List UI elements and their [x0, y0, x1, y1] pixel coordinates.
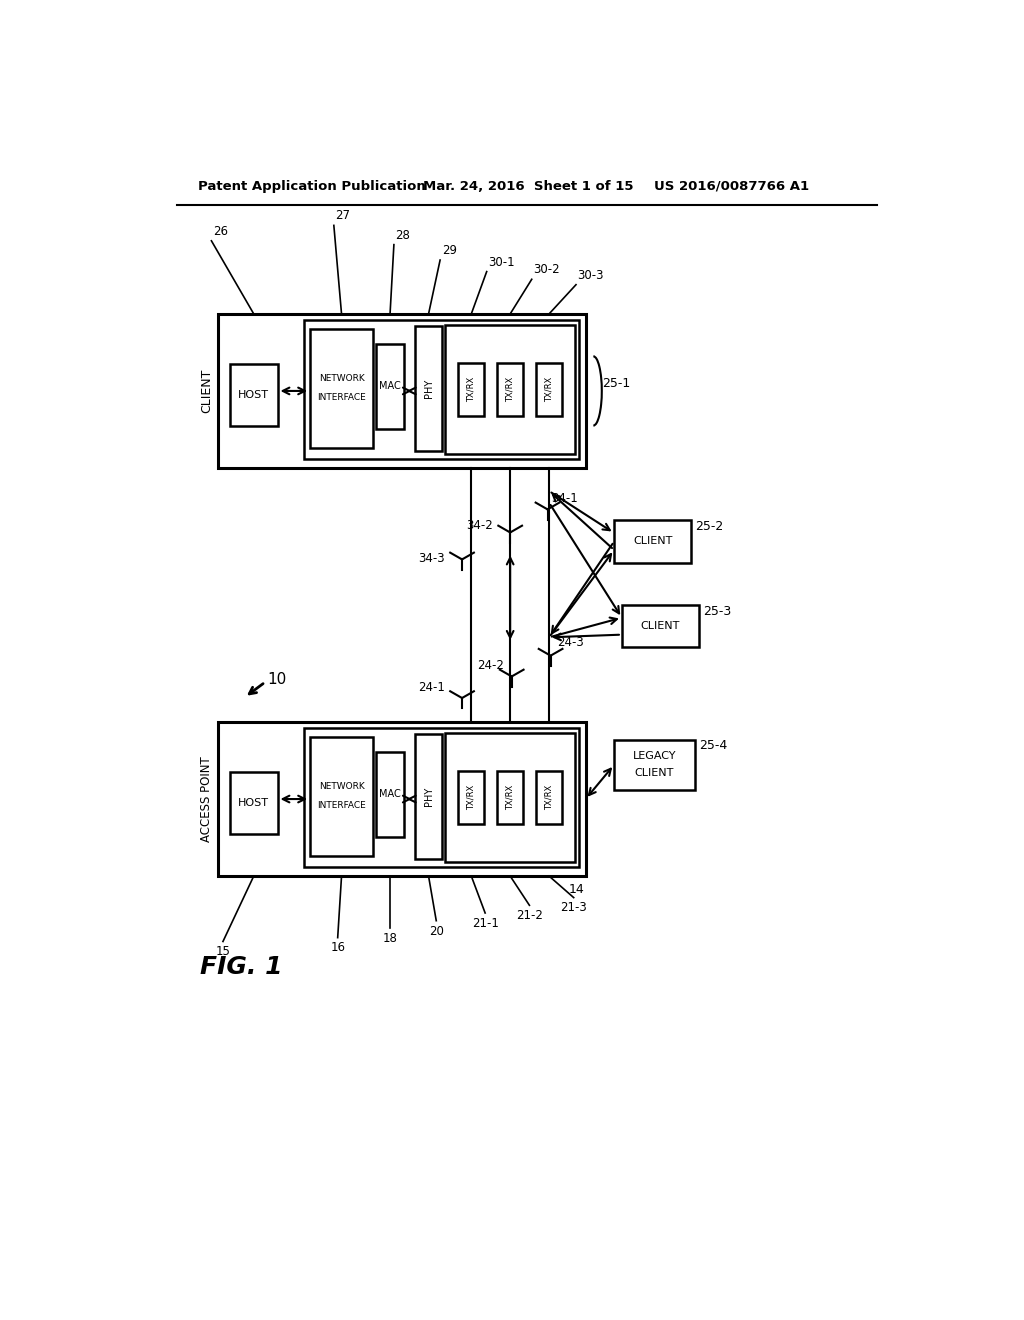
- Text: TX/RX: TX/RX: [467, 376, 476, 403]
- Bar: [536, 363, 562, 416]
- Text: 25-3: 25-3: [702, 605, 731, 618]
- Bar: [622, 605, 698, 647]
- Text: CLIENT: CLIENT: [641, 622, 680, 631]
- Text: 29: 29: [441, 244, 457, 257]
- Bar: [445, 325, 574, 454]
- Text: MAC: MAC: [379, 381, 401, 391]
- Text: 14: 14: [568, 883, 585, 896]
- Text: 26: 26: [213, 224, 228, 238]
- Text: 25-2: 25-2: [695, 520, 723, 533]
- Text: Mar. 24, 2016  Sheet 1 of 15: Mar. 24, 2016 Sheet 1 of 15: [423, 180, 634, 193]
- Text: INTERFACE: INTERFACE: [317, 801, 366, 810]
- Text: TX/RX: TX/RX: [545, 376, 554, 403]
- Bar: [376, 752, 403, 837]
- Text: TX/RX: TX/RX: [506, 785, 515, 810]
- Text: CLIENT: CLIENT: [635, 768, 674, 779]
- Bar: [415, 734, 442, 859]
- Bar: [536, 771, 562, 824]
- Bar: [614, 739, 695, 789]
- Text: CLIENT: CLIENT: [633, 536, 673, 546]
- Bar: [415, 326, 442, 451]
- Bar: [304, 729, 580, 867]
- Text: 34-2: 34-2: [467, 519, 494, 532]
- Bar: [217, 314, 586, 469]
- Text: 28: 28: [395, 228, 411, 242]
- Text: 16: 16: [330, 941, 345, 954]
- Text: HOST: HOST: [239, 389, 269, 400]
- Text: 21-2: 21-2: [516, 909, 543, 923]
- Text: 30-3: 30-3: [578, 268, 604, 281]
- Bar: [310, 329, 373, 447]
- Text: LEGACY: LEGACY: [633, 751, 676, 762]
- Text: 30-2: 30-2: [534, 263, 560, 276]
- Text: 25-1: 25-1: [602, 376, 631, 389]
- Text: TX/RX: TX/RX: [467, 785, 476, 810]
- Text: INTERFACE: INTERFACE: [317, 393, 366, 403]
- Bar: [230, 364, 278, 425]
- Bar: [445, 733, 574, 862]
- Bar: [304, 321, 580, 459]
- Bar: [310, 737, 373, 857]
- Text: 21-3: 21-3: [560, 902, 587, 915]
- Text: MAC: MAC: [379, 789, 401, 800]
- Text: HOST: HOST: [239, 797, 269, 808]
- Text: 34-1: 34-1: [551, 492, 579, 506]
- Bar: [230, 772, 278, 834]
- Text: 21-1: 21-1: [472, 917, 499, 929]
- Text: CLIENT: CLIENT: [200, 368, 213, 413]
- Text: FIG. 1: FIG. 1: [200, 954, 283, 979]
- Text: 18: 18: [383, 932, 397, 945]
- Text: 34-3: 34-3: [419, 552, 445, 565]
- Text: TX/RX: TX/RX: [545, 785, 554, 810]
- Text: 24-3: 24-3: [557, 636, 584, 649]
- Bar: [497, 363, 523, 416]
- Text: ACCESS POINT: ACCESS POINT: [200, 756, 213, 842]
- Text: 24-1: 24-1: [418, 681, 445, 694]
- Text: NETWORK: NETWORK: [318, 783, 365, 791]
- Text: 30-1: 30-1: [488, 256, 515, 268]
- Text: 25-4: 25-4: [698, 739, 727, 752]
- Text: Patent Application Publication: Patent Application Publication: [199, 180, 426, 193]
- Text: PHY: PHY: [424, 379, 433, 399]
- Bar: [497, 771, 523, 824]
- Text: TX/RX: TX/RX: [506, 376, 515, 403]
- Text: NETWORK: NETWORK: [318, 374, 365, 383]
- Bar: [458, 363, 484, 416]
- Text: 15: 15: [215, 945, 230, 958]
- Text: 10: 10: [267, 672, 287, 688]
- Text: 20: 20: [429, 924, 443, 937]
- Bar: [458, 771, 484, 824]
- Text: US 2016/0087766 A1: US 2016/0087766 A1: [654, 180, 809, 193]
- Bar: [376, 345, 403, 429]
- Text: 27: 27: [336, 210, 350, 222]
- Bar: [614, 520, 691, 562]
- Bar: [217, 722, 586, 876]
- Text: 24-2: 24-2: [477, 659, 504, 672]
- Text: PHY: PHY: [424, 787, 433, 807]
